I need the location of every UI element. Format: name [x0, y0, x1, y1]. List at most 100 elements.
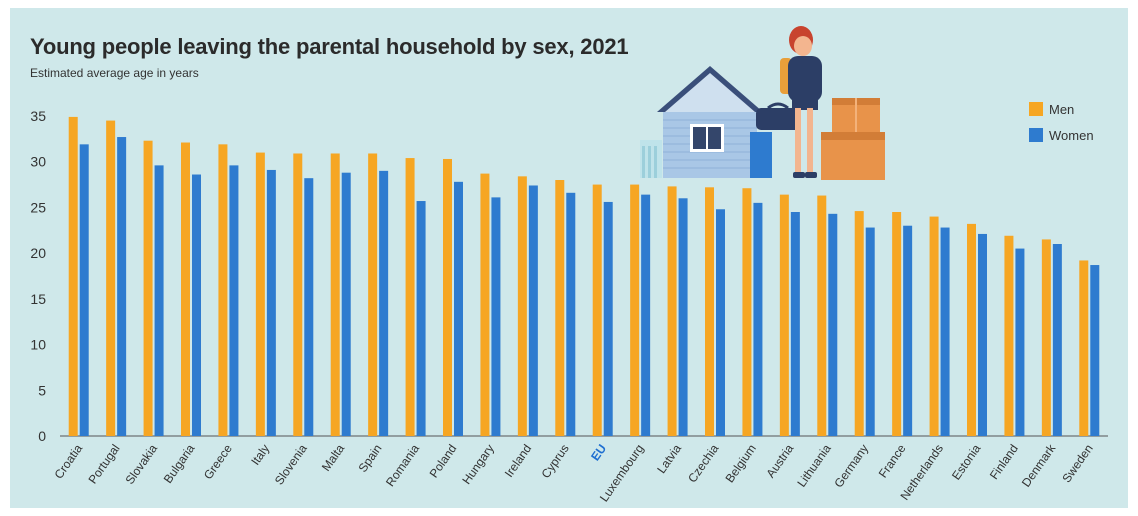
x-tick-label-bulgaria: Bulgaria [161, 441, 198, 485]
bar-men-estonia [967, 223, 976, 436]
x-tick-label-estonia: Estonia [949, 441, 984, 482]
bar-men-denmark [1041, 239, 1051, 436]
bar-women-eu [603, 201, 613, 436]
bar-men-spain [368, 153, 378, 436]
bar-women-latvia [678, 198, 688, 436]
bar-women-malta [341, 172, 351, 436]
bar-men-luxembourg [630, 184, 640, 436]
y-tick-label-30: 30 [30, 154, 46, 170]
y-tick-label-35: 35 [30, 108, 46, 124]
bar-women-netherlands [940, 227, 950, 436]
bar-men-netherlands [929, 216, 939, 436]
x-tick-label-belgium: Belgium [723, 442, 759, 486]
bar-men-latvia [667, 186, 677, 436]
x-tick-label-austria: Austria [763, 441, 796, 480]
x-tick-label-italy: Italy [248, 442, 272, 468]
bar-women-belgium [753, 202, 763, 436]
x-tick-label-denmark: Denmark [1019, 441, 1059, 490]
bar-women-romania [416, 201, 426, 436]
y-tick-label-20: 20 [30, 245, 46, 261]
x-tick-label-slovenia: Slovenia [272, 441, 310, 487]
legend-label-men: Men [1049, 102, 1074, 117]
bar-women-bulgaria [192, 174, 201, 436]
bar-women-poland [454, 181, 463, 436]
house-icon [640, 66, 772, 178]
bar-men-france [892, 212, 902, 436]
bar-men-slovenia [293, 153, 303, 436]
chart-title: Young people leaving the parental househ… [30, 34, 629, 59]
y-tick-label-15: 15 [30, 291, 46, 307]
x-tick-label-poland: Poland [427, 442, 460, 481]
bar-women-sweden [1090, 265, 1100, 436]
bar-women-cyprus [566, 192, 576, 436]
bar-men-cyprus [555, 180, 565, 436]
x-tick-label-finland: Finland [987, 442, 1021, 482]
bar-men-ireland [517, 176, 527, 437]
x-tick-label-latvia: Latvia [654, 441, 684, 476]
y-tick-label-0: 0 [38, 428, 46, 444]
legend-label-women: Women [1049, 128, 1094, 143]
bar-women-greece [229, 165, 239, 436]
bar-women-slovakia [154, 165, 164, 436]
x-tick-label-ireland: Ireland [502, 442, 535, 480]
bar-men-portugal [106, 120, 116, 437]
cardboard-boxes-icon [821, 98, 885, 180]
y-tick-label-5: 5 [38, 382, 46, 398]
x-tick-label-slovakia: Slovakia [123, 441, 161, 486]
x-tick-label-romania: Romania [383, 441, 422, 489]
bar-women-italy [266, 169, 276, 436]
x-tick-label-sweden: Sweden [1059, 442, 1095, 486]
bar-women-hungary [491, 197, 501, 436]
bar-women-germany [865, 227, 875, 436]
bar-men-bulgaria [181, 142, 190, 436]
bar-women-estonia [978, 233, 987, 436]
legend-swatch-men [1029, 102, 1043, 116]
x-tick-label-croatia: Croatia [52, 441, 86, 481]
legend-swatch-women [1029, 128, 1043, 142]
x-tick-label-portugal: Portugal [85, 442, 122, 487]
x-tick-label-malta: Malta [319, 441, 347, 473]
bar-women-ireland [528, 185, 538, 436]
x-tick-label-eu: EU [588, 442, 609, 464]
y-tick-label-10: 10 [30, 337, 46, 353]
x-tick-label-lithuania: Lithuania [794, 441, 834, 489]
bar-men-croatia [68, 116, 78, 437]
y-tick-label-25: 25 [30, 199, 46, 215]
bar-men-hungary [480, 173, 490, 436]
x-tick-label-hungary: Hungary [459, 442, 496, 487]
bar-women-slovenia [304, 178, 314, 436]
bar-men-czechia [705, 187, 714, 436]
bar-men-belgium [742, 188, 752, 436]
bar-women-portugal [117, 137, 127, 436]
bars-group [68, 116, 1100, 437]
x-axis-labels: Croatia Portugal Slovakia Bulgaria Greece Ita… [52, 441, 1096, 504]
bar-men-eu [592, 184, 602, 436]
bar-men-greece [218, 144, 228, 437]
x-tick-label-spain: Spain [356, 442, 385, 475]
x-tick-label-cyprus: Cyprus [538, 442, 571, 481]
x-tick-label-germany: Germany [831, 442, 871, 490]
bar-women-croatia [79, 144, 89, 437]
bar-women-luxembourg [641, 194, 651, 436]
bar-men-italy [255, 152, 265, 437]
bar-men-germany [854, 211, 864, 436]
bar-men-romania [405, 158, 415, 437]
bar-women-france [903, 225, 913, 436]
bar-men-lithuania [817, 195, 827, 436]
bar-men-austria [779, 194, 789, 436]
bar-women-finland [1015, 248, 1025, 436]
bar-women-denmark [1052, 244, 1062, 436]
bar-women-austria [790, 212, 800, 436]
x-tick-label-france: France [876, 441, 909, 480]
x-tick-label-czechia: Czechia [685, 441, 722, 485]
bar-men-sweden [1079, 260, 1089, 436]
bar-men-malta [330, 153, 340, 436]
bar-women-lithuania [828, 213, 838, 436]
legend: Men Women [1029, 102, 1094, 143]
x-tick-label-greece: Greece [201, 441, 235, 482]
bar-men-slovakia [143, 140, 153, 436]
bar-men-finland [1004, 235, 1014, 436]
bar-men-poland [443, 158, 452, 436]
woman-with-suitcase-icon [756, 26, 822, 178]
